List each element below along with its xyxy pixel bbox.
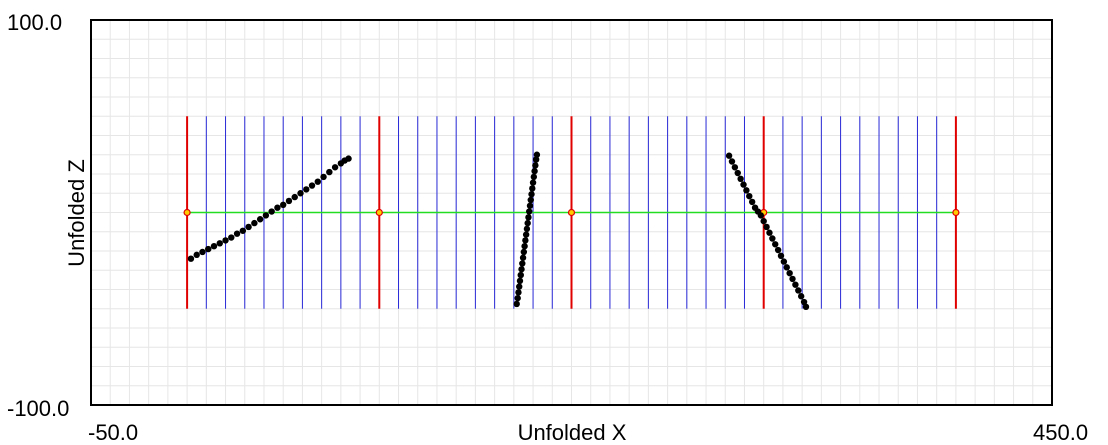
data-point-series-2 — [520, 248, 528, 256]
data-point-series-3 — [763, 223, 770, 231]
data-point-series-2 — [522, 231, 530, 238]
data-point-series-1 — [233, 230, 241, 237]
y-tick-label-top: 100.0 — [7, 10, 62, 35]
data-point-series-3 — [802, 303, 810, 311]
data-point-series-3 — [800, 298, 808, 306]
data-point-series-2 — [516, 283, 523, 290]
data-point-series-1 — [291, 193, 298, 201]
data-point-series-2 — [525, 214, 532, 221]
data-point-series-2 — [531, 167, 538, 175]
data-point-series-2 — [526, 208, 533, 215]
data-point-series-3 — [774, 246, 782, 254]
data-point-series-2 — [533, 151, 541, 158]
data-point-series-1 — [314, 178, 321, 185]
data-point-series-1 — [222, 237, 229, 244]
data-point-series-1 — [280, 201, 287, 208]
data-point-series-3 — [772, 241, 779, 248]
data-point-series-2 — [529, 179, 537, 186]
data-point-series-2 — [532, 162, 539, 169]
data-point-series-3 — [792, 281, 799, 288]
data-point-series-1 — [303, 186, 310, 193]
boundary-markers — [183, 208, 960, 217]
data-point-series-1 — [210, 242, 218, 250]
data-point-series-2 — [527, 196, 534, 204]
data-point-series-2 — [530, 173, 538, 181]
data-point-series-2 — [516, 277, 524, 285]
data-point-series-2 — [526, 202, 534, 209]
data-point-series-3 — [740, 181, 747, 188]
data-point-series-2 — [518, 266, 525, 273]
data-point-series-2 — [514, 294, 521, 302]
data-point-series-2 — [515, 289, 522, 296]
data-point-series-3 — [746, 192, 753, 200]
data-point-series-3 — [725, 152, 733, 159]
data-point-series-2 — [529, 185, 536, 192]
data-point-series-1 — [285, 197, 293, 205]
data-point-series-2 — [522, 237, 529, 244]
y-tick-label-bottom: -100.0 — [7, 396, 69, 421]
data-point-series-1 — [228, 234, 235, 241]
data-point-series-3 — [777, 252, 785, 260]
x-tick-label-left: -50.0 — [88, 420, 138, 445]
data-point-series-3 — [728, 158, 736, 165]
x-tick-label-right: 450.0 — [1033, 420, 1088, 445]
data-point-series-3 — [780, 258, 788, 265]
boundary-marker — [183, 208, 191, 217]
data-point-series-3 — [760, 217, 767, 225]
data-point-series-2 — [519, 254, 527, 261]
data-point-series-3 — [731, 164, 739, 171]
data-point-series-1 — [216, 240, 223, 247]
data-point-series-1 — [345, 155, 352, 162]
x-axis-title: Unfolded X — [518, 420, 627, 445]
data-point-series-1 — [256, 216, 264, 223]
data-point-series-1 — [251, 219, 258, 227]
data-point-series-1 — [239, 227, 247, 234]
data-point-series-2 — [519, 260, 526, 267]
data-point-series-3 — [734, 169, 741, 177]
data-point-series-2 — [528, 191, 535, 198]
data-point-series-1 — [274, 204, 281, 211]
data-point-series-1 — [297, 190, 304, 197]
data-point-series-2 — [524, 219, 531, 227]
data-point-series-3 — [766, 229, 773, 236]
y-axis-title: Unfolded Z — [64, 159, 89, 267]
data-point-series-1 — [320, 173, 327, 181]
data-point-series-2 — [513, 300, 520, 308]
data-point-series-3 — [795, 287, 802, 294]
data-point-series-2 — [521, 242, 528, 250]
data-point-series-2 — [517, 271, 524, 279]
data-point-series-1 — [308, 182, 316, 189]
data-point-series-2 — [532, 156, 540, 163]
boundary-marker — [567, 208, 576, 217]
data-point-series-3 — [769, 235, 776, 242]
data-point-series-1 — [262, 212, 270, 219]
data-point-series-3 — [786, 269, 793, 277]
data-point-series-1 — [193, 251, 200, 259]
data-point-series-3 — [737, 175, 744, 183]
data-point-series-2 — [523, 225, 531, 233]
data-point-series-1 — [245, 223, 252, 231]
boundary-marker — [952, 208, 960, 217]
plot-frame — [90, 19, 1053, 406]
data-point-series-1 — [326, 168, 333, 176]
data-point-series-3 — [748, 198, 756, 206]
data-points — [187, 151, 810, 311]
data-point-series-1 — [199, 248, 206, 256]
data-point-series-3 — [783, 264, 790, 271]
data-point-series-3 — [757, 212, 765, 219]
data-point-series-1 — [268, 208, 275, 215]
data-point-series-3 — [789, 275, 796, 283]
data-point-series-3 — [797, 293, 805, 300]
boundary-marker — [375, 208, 383, 217]
data-point-series-1 — [331, 164, 339, 171]
data-point-series-1 — [187, 255, 195, 262]
data-point-series-3 — [743, 187, 750, 194]
data-point-series-1 — [205, 245, 212, 253]
